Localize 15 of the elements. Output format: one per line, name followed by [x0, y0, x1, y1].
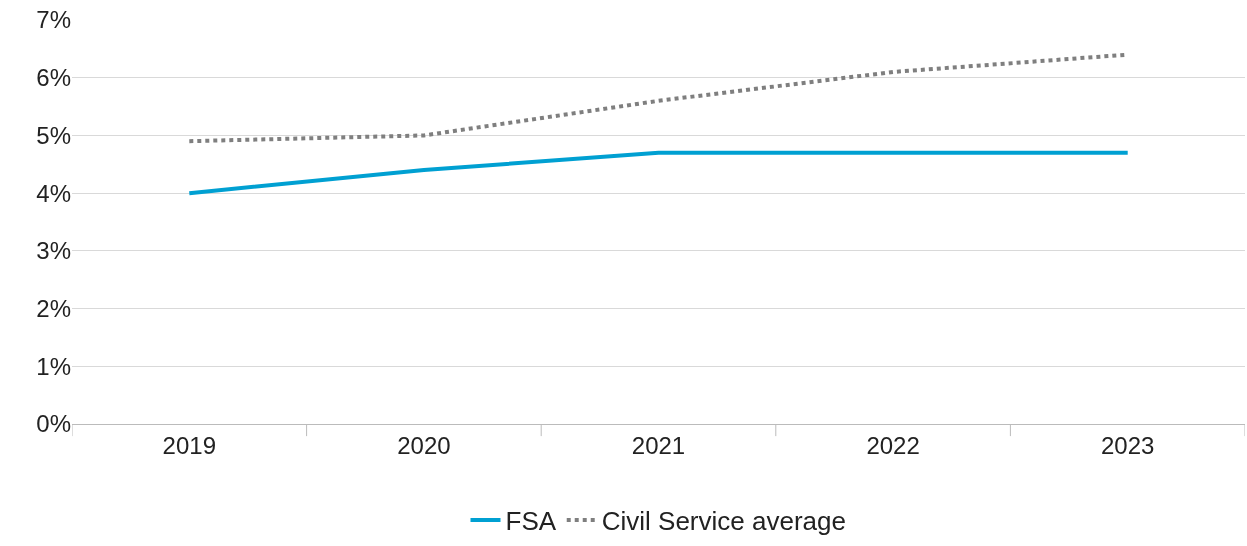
y-tick-label: 6% [36, 64, 71, 92]
y-tick-label: 4% [36, 179, 71, 207]
y-tick-label: 5% [36, 121, 71, 149]
legend-label: Civil Service average [601, 506, 846, 537]
y-tick-label: 1% [36, 352, 71, 380]
x-tick-label: 2019 [162, 431, 216, 459]
y-tick-label: 0% [36, 410, 71, 438]
x-tick-label: 2021 [631, 431, 686, 459]
y-tick-label: 2% [36, 294, 71, 322]
y-tick-label: 3% [36, 237, 71, 265]
x-tick-label: 2020 [397, 431, 451, 459]
x-tick-label: 2022 [866, 431, 920, 459]
legend-label: FSA [505, 506, 557, 537]
x-tick-label: 2023 [1101, 431, 1155, 459]
y-tick-label: 7% [36, 6, 71, 34]
